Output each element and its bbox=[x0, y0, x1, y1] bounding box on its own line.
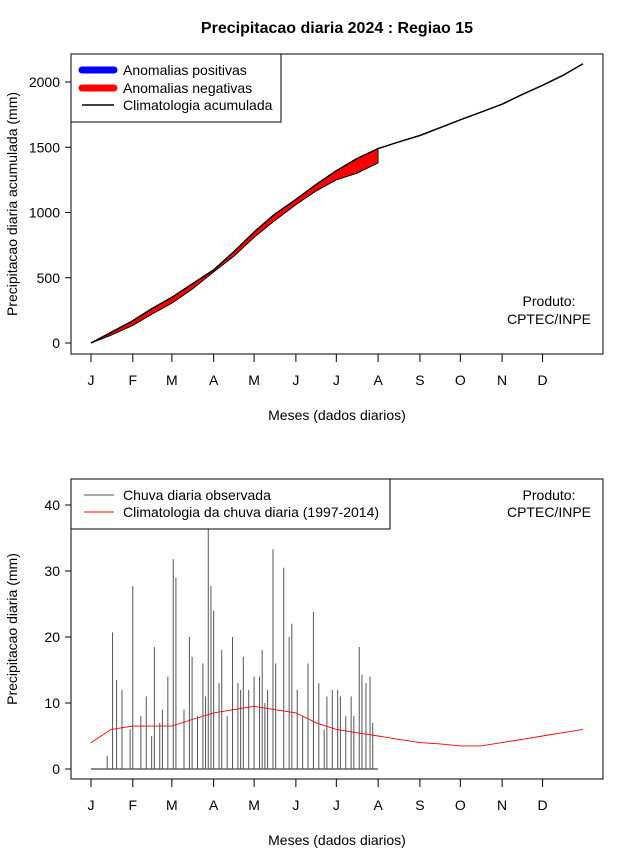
daily-x-tick-label: M bbox=[166, 797, 178, 813]
daily-legend: Chuva diaria observada Climatologia da c… bbox=[70, 478, 391, 530]
daily-y-tick-label: 0 bbox=[52, 761, 60, 777]
daily-x-tick-label: N bbox=[497, 797, 507, 813]
cumulative-y-axis: 0 500 1000 1500 2000 bbox=[29, 74, 72, 351]
daily-x-label: Meses (dados diarios) bbox=[268, 832, 406, 848]
observed-cumulative-line bbox=[90, 162, 379, 344]
cumulative-x-tick-label: J bbox=[88, 372, 95, 388]
cumulative-series bbox=[90, 63, 584, 344]
daily-x-tick-label: A bbox=[373, 797, 383, 813]
daily-y-tick-label: 10 bbox=[44, 695, 60, 711]
cumulative-x-tick-label: A bbox=[209, 372, 219, 388]
daily-y-axis: 0 10 20 30 40 bbox=[44, 497, 72, 777]
cumulative-x-label: Meses (dados diarios) bbox=[268, 407, 406, 423]
cumulative-x-tick-label: O bbox=[455, 372, 466, 388]
negative-anomaly-area bbox=[90, 147, 379, 344]
daily-legend-box bbox=[70, 478, 391, 530]
cumulative-x-tick-label: N bbox=[497, 372, 507, 388]
cumulative-x-tick-label: J bbox=[292, 372, 299, 388]
daily-x-tick-label: O bbox=[455, 797, 466, 813]
legend-label-climatology: Climatologia acumulada bbox=[123, 97, 273, 113]
cumulative-y-tick-label: 0 bbox=[52, 335, 60, 351]
daily-climatology-series bbox=[90, 705, 584, 747]
daily-observed-bars bbox=[91, 529, 379, 770]
daily-x-tick-label: D bbox=[537, 797, 547, 813]
daily-x-tick-label: S bbox=[415, 797, 424, 813]
daily-y-tick-label: 40 bbox=[44, 497, 60, 513]
cumulative-x-tick-label: F bbox=[129, 372, 138, 388]
cumulative-x-tick-label: J bbox=[333, 372, 340, 388]
cumulative-product-source: CPTEC/INPE bbox=[507, 311, 591, 327]
legend-label-positive: Anomalias positivas bbox=[123, 62, 247, 78]
cumulative-y-tick-label: 500 bbox=[37, 270, 61, 286]
cumulative-x-tick-label: A bbox=[373, 372, 383, 388]
cumulative-x-tick-label: M bbox=[166, 372, 178, 388]
legend-label-daily-climatology: Climatologia da chuva diaria (1997-2014) bbox=[123, 504, 379, 520]
daily-product-label: Produto: bbox=[523, 487, 576, 503]
cumulative-x-tick-label: S bbox=[415, 372, 424, 388]
figure-title: Precipitacao diaria 2024 : Regiao 15 bbox=[201, 20, 473, 37]
legend-label-negative: Anomalias negativas bbox=[123, 80, 252, 96]
cumulative-y-tick-label: 2000 bbox=[29, 74, 60, 90]
daily-x-tick-label: A bbox=[209, 797, 219, 813]
legend-label-observed: Chuva diaria observada bbox=[123, 487, 271, 503]
daily-product-source: CPTEC/INPE bbox=[507, 504, 591, 520]
daily-x-tick-label: J bbox=[88, 797, 95, 813]
cumulative-y-label: Precipitacao diaria acumulada (mm) bbox=[4, 92, 20, 316]
daily-chart: 0 10 20 30 40 J F M A M J J A S O N D Meses (dados diar… bbox=[4, 478, 604, 848]
cumulative-product-label: Produto: bbox=[523, 293, 576, 309]
daily-y-tick-label: 20 bbox=[44, 629, 60, 645]
cumulative-y-tick-label: 1500 bbox=[29, 139, 60, 155]
daily-y-tick-label: 30 bbox=[44, 563, 60, 579]
daily-y-label: Precipitacao diaria (mm) bbox=[4, 553, 20, 705]
daily-x-tick-label: J bbox=[333, 797, 340, 813]
cumulative-x-tick-label: D bbox=[537, 372, 547, 388]
climatology-cumulative-line bbox=[90, 63, 584, 344]
daily-x-tick-label: F bbox=[129, 797, 138, 813]
daily-x-tick-label: J bbox=[292, 797, 299, 813]
daily-climatology-line bbox=[90, 705, 584, 747]
cumulative-y-tick-label: 1000 bbox=[29, 205, 60, 221]
cumulative-chart: 0 500 1000 1500 2000 J F M A M J J A S O N D Meses (dad… bbox=[4, 53, 604, 423]
negative-anomaly-polygon bbox=[90, 147, 379, 344]
cumulative-x-tick-label: M bbox=[248, 372, 260, 388]
daily-x-tick-label: M bbox=[248, 797, 260, 813]
cumulative-legend: Anomalias positivas Anomalias negativas … bbox=[70, 53, 282, 123]
